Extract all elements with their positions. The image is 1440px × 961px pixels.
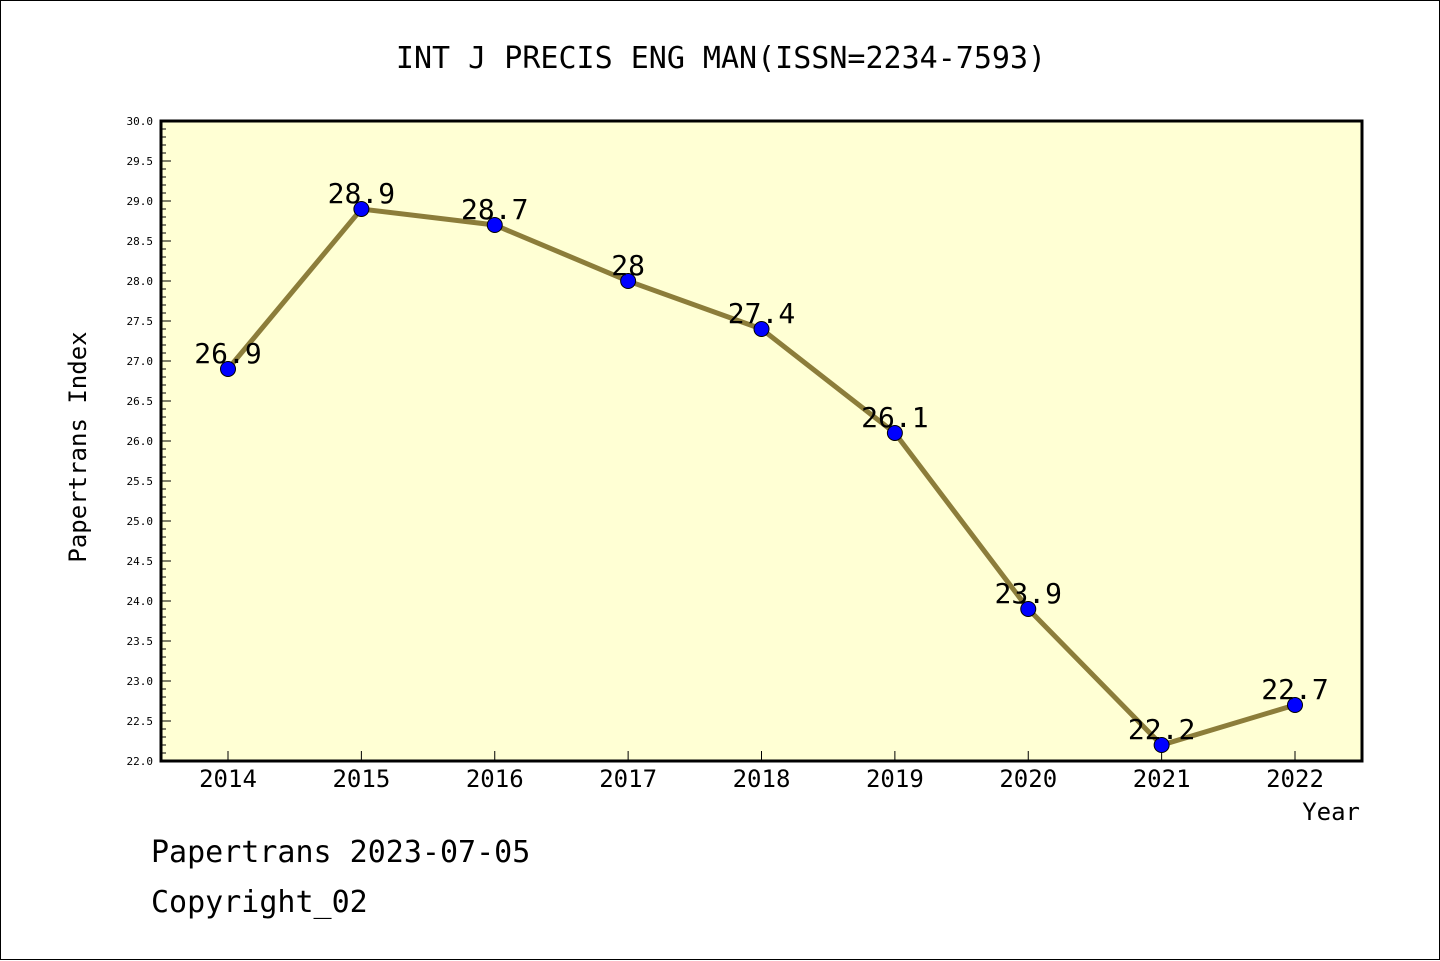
x-tick-label: 2017 — [599, 765, 657, 793]
x-tick-label: 2014 — [199, 765, 257, 793]
data-label: 22.2 — [1128, 713, 1195, 746]
data-labels: 26.9 28.9 28.7 28 27.4 26.1 23.9 22.2 22.7 — [194, 177, 1328, 746]
y-tick-label: 22.5 — [127, 715, 154, 728]
data-point — [1153, 737, 1170, 753]
data-point — [886, 425, 903, 441]
footer-copyright: Copyright_02 — [151, 885, 368, 920]
x-tick-label: 2021 — [1133, 765, 1191, 793]
data-markers — [220, 201, 1303, 753]
y-tick-label: 27.5 — [127, 315, 154, 328]
data-point — [220, 361, 236, 377]
x-tick-label: 2016 — [466, 765, 524, 793]
y-tick-label: 23.0 — [127, 675, 154, 688]
data-point — [353, 201, 370, 217]
y-axis-label: Papertrans Index — [64, 331, 92, 562]
x-axis: 2014 2015 2016 2017 2018 2019 2020 2021 2022 — [199, 751, 1324, 793]
chart-title: INT J PRECIS ENG MAN(ISSN=2234-7593) — [396, 41, 1046, 76]
y-axis: 22.0 22.5 23.0 23.5 24.0 24.5 25.0 25.5 26.0 26.5… — [127, 115, 171, 768]
x-tick-label: 2020 — [999, 765, 1057, 793]
y-tick-label: 30.0 — [127, 115, 154, 128]
y-tick-label: 25.5 — [127, 475, 154, 488]
x-tick-label: 2018 — [733, 765, 791, 793]
data-label: 26.1 — [861, 401, 928, 434]
y-tick-label: 28.0 — [127, 275, 154, 288]
y-tick-label: 26.0 — [127, 435, 154, 448]
x-tick-label: 2022 — [1266, 765, 1324, 793]
data-point — [1020, 601, 1037, 617]
y-tick-label: 24.5 — [127, 555, 154, 568]
data-point — [753, 321, 770, 337]
x-tick-label: 2019 — [866, 765, 924, 793]
y-tick-label: 29.0 — [127, 195, 154, 208]
data-label: 23.9 — [995, 577, 1062, 610]
y-tick-label: 24.0 — [127, 595, 154, 608]
y-tick-label: 29.5 — [127, 155, 154, 168]
x-tick-label: 2015 — [332, 765, 390, 793]
footer-date: Papertrans 2023-07-05 — [151, 835, 531, 870]
data-point — [486, 217, 503, 233]
x-axis-label: Year — [1302, 798, 1360, 826]
y-tick-label: 22.0 — [127, 755, 154, 768]
data-label: 22.7 — [1261, 673, 1328, 706]
data-label: 27.4 — [728, 297, 795, 330]
y-tick-label: 23.5 — [127, 635, 154, 648]
data-label: 28 — [611, 249, 645, 282]
data-label: 28.9 — [328, 177, 395, 210]
y-tick-label: 27.0 — [127, 355, 154, 368]
y-tick-label: 25.0 — [127, 515, 154, 528]
data-label: 28.7 — [461, 193, 528, 226]
y-tick-label: 28.5 — [127, 235, 154, 248]
data-point — [620, 273, 637, 289]
y-tick-label: 26.5 — [127, 395, 154, 408]
data-label: 26.9 — [194, 337, 261, 370]
plot-area — [159, 119, 1364, 763]
data-point — [1287, 697, 1303, 713]
